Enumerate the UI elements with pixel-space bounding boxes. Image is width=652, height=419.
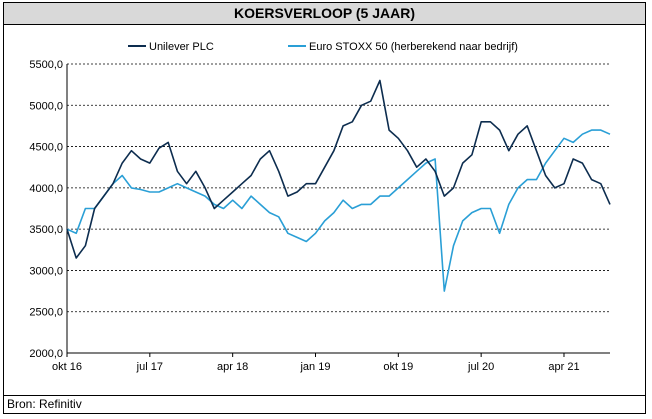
y-tick-label: 5500,0	[29, 59, 63, 71]
x-tick-label: okt 19	[383, 361, 413, 373]
y-tick-label: 4000,0	[29, 183, 63, 195]
x-tick-label: apr 21	[548, 361, 579, 373]
series-layer	[66, 79, 611, 292]
grid-layer	[67, 63, 610, 313]
chart-frame: KOERSVERLOOP (5 JAAR) Bron: Refinitiv	[3, 2, 646, 414]
y-tick-label: 2000,0	[29, 348, 63, 360]
x-tick-label: jul 20	[467, 361, 494, 373]
source-note: Bron: Refinitiv	[4, 395, 645, 413]
axis-layer: 5500,0 5000,0 4500,0 4000,0 3500,0 3000,0 2500…	[29, 59, 610, 373]
legend: Unilever PLC Euro STOXX 50 (herberekend n…	[128, 41, 518, 53]
y-tick-label: 3000,0	[29, 265, 63, 277]
x-tick-label: okt 16	[52, 361, 82, 373]
y-tick-label: 3500,0	[29, 224, 63, 236]
chart-title: KOERSVERLOOP (5 JAAR)	[4, 3, 645, 25]
y-tick-label: 5000,0	[29, 100, 63, 112]
x-tick-label: jan 19	[299, 361, 330, 373]
legend-item-unilever-label: Unilever PLC	[149, 41, 214, 53]
legend-item-stoxx-label: Euro STOXX 50 (herberekend naar bedrijf)	[309, 41, 518, 53]
series-line-unilever	[66, 79, 611, 259]
y-tick-label: 4500,0	[29, 142, 63, 154]
series-line-stoxx	[66, 129, 611, 292]
y-tick-label: 2500,0	[29, 307, 63, 319]
x-tick-label: apr 18	[217, 361, 248, 373]
x-tick-label: jul 17	[136, 361, 163, 373]
